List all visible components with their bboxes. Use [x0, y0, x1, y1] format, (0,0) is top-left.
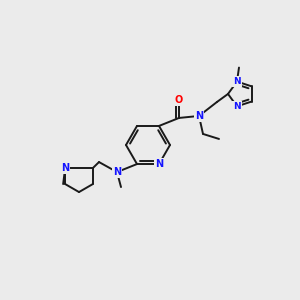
Text: N: N	[155, 159, 163, 169]
Text: N: N	[233, 77, 241, 86]
Text: N: N	[195, 111, 203, 121]
Text: N: N	[61, 163, 69, 173]
Text: N: N	[233, 102, 241, 111]
Text: N: N	[113, 167, 121, 177]
Text: O: O	[175, 95, 183, 105]
